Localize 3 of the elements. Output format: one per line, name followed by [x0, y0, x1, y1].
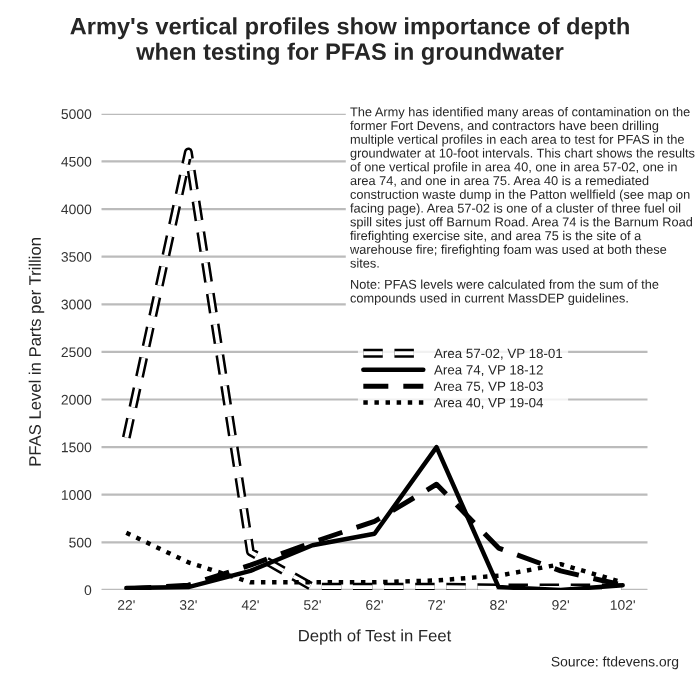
y-axis-title: PFAS Level in Parts per Trillion [28, 238, 45, 466]
x-axis-title: Depth of Test in Feet [299, 629, 452, 645]
chart-title: Army's vertical profiles show importance of depth when testing for PFAS in groundwater [70, 17, 629, 65]
